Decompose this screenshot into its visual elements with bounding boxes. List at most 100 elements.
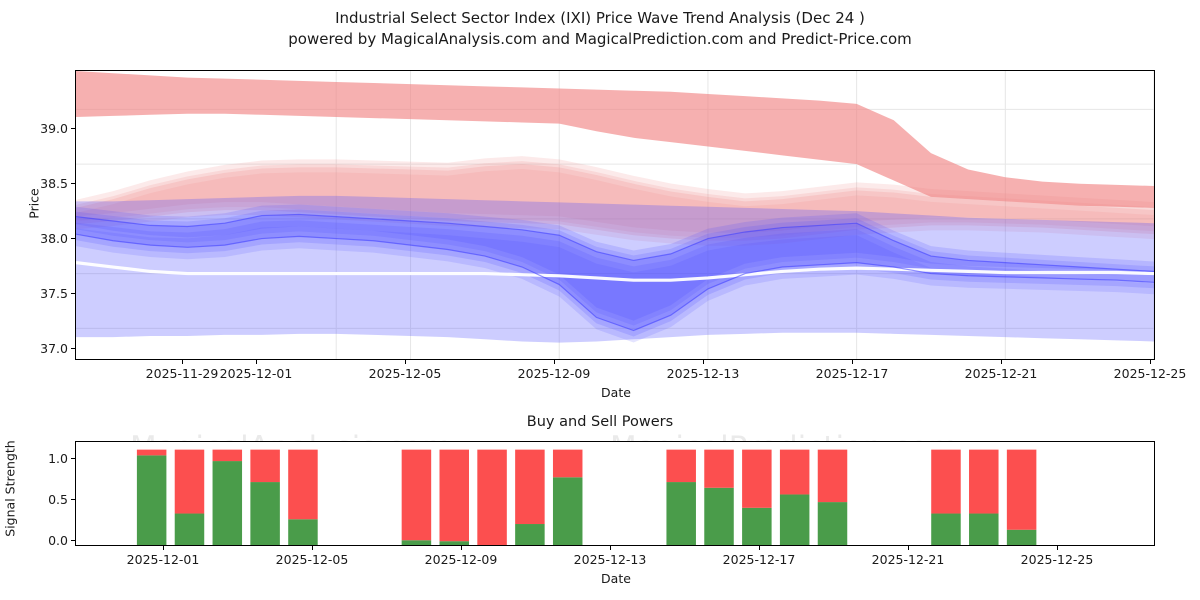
buy-power-bar (515, 524, 545, 545)
xtick-sub-2: 2025-12-09 (424, 552, 498, 567)
subplot-title: Buy and Sell Powers (526, 414, 674, 430)
buy-power-bar (817, 502, 848, 545)
sell-power-bar (779, 449, 810, 495)
tickmark-sub-x-1 (312, 546, 313, 550)
chart-title-block: Industrial Select Sector Index (IXI) Pri… (0, 8, 1200, 50)
xtick-main-4: 2025-12-13 (666, 366, 740, 381)
ytick-main-4: 39.0 (40, 121, 68, 136)
buy-power-bar (174, 513, 205, 545)
sell-power-bar (401, 449, 432, 541)
sell-power-bar (288, 449, 318, 520)
tickmark-sub-y-0 (71, 540, 75, 541)
line-blue-band-upper (76, 213, 1154, 272)
xtick-sub-4: 2025-12-17 (722, 552, 796, 567)
tickmark-sub-x-3 (610, 546, 611, 550)
buy-power-bar (250, 482, 280, 545)
buy-sell-plot-area (75, 441, 1155, 546)
sell-power-bar (250, 449, 280, 483)
chart-title-line-1: Industrial Select Sector Index (IXI) Pri… (335, 9, 865, 27)
tickmark-main-x-3 (554, 360, 555, 364)
sell-power-bar (704, 449, 734, 488)
ytick-sub-1: 0.5 (48, 492, 68, 507)
band-blue-upper-outer (76, 195, 1154, 343)
buy-power-bar (666, 482, 696, 545)
xtick-main-1: 2025-12-01 (219, 366, 293, 381)
xtick-sub-0: 2025-12-01 (126, 552, 200, 567)
sell-power-bar (174, 449, 205, 514)
xtick-sub-5: 2025-12-21 (871, 552, 945, 567)
sell-power-bar (212, 449, 243, 462)
band-shift-blue-band-upper (76, 226, 1154, 343)
tickmark-main-y-4 (71, 128, 75, 129)
ytick-main-3: 38.5 (40, 176, 68, 191)
band-shift-blue-band-upper (76, 204, 1154, 321)
band-shift-red-inner-upper (76, 156, 1154, 233)
price-wave-svg (76, 71, 1154, 359)
ytick-sub-2: 1.0 (48, 451, 68, 466)
xtick-main-0: 2025-11-29 (145, 366, 219, 381)
xaxis-label-sub: Date (601, 571, 631, 586)
buy-sell-svg (136, 449, 1037, 545)
price-wave-plot-area (75, 70, 1155, 360)
xaxis-label-main: Date (601, 385, 631, 400)
xtick-sub-6: 2025-12-25 (1020, 552, 1094, 567)
sell-power-bar (477, 449, 507, 545)
tickmark-main-y-3 (71, 183, 75, 184)
tickmark-main-x-1 (256, 360, 257, 364)
yaxis-label-main: Price (26, 188, 42, 219)
buy-power-bar (704, 487, 734, 545)
xtick-main-6: 2025-12-21 (964, 366, 1038, 381)
ytick-main-2: 38.0 (40, 231, 68, 246)
chart-title-line-2: powered by MagicalAnalysis.com and Magic… (288, 30, 912, 48)
band-shift-blue-band-upper (76, 209, 1154, 326)
xtick-main-2: 2025-12-05 (368, 366, 442, 381)
tickmark-sub-x-4 (759, 546, 760, 550)
line-white-mid-line (76, 261, 1154, 282)
sell-power-bar (742, 449, 772, 508)
tickmark-sub-x-5 (908, 546, 909, 550)
buy-power-bar (969, 513, 999, 545)
buy-power-bar (136, 455, 167, 545)
sell-power-bar (1006, 449, 1037, 530)
tickmark-main-x-5 (852, 360, 853, 364)
xtick-sub-3: 2025-12-13 (573, 552, 647, 567)
sell-power-bar (439, 449, 470, 542)
sell-power-bar (666, 449, 696, 483)
xtick-main-5: 2025-12-17 (815, 366, 889, 381)
line-blue-band-lower (76, 233, 1154, 332)
buy-power-bar (779, 494, 810, 545)
tickmark-main-x-6 (1001, 360, 1002, 364)
yaxis-label-sub: Signal Strength (2, 440, 18, 537)
buy-power-bar (401, 540, 432, 545)
tickmark-main-y-0 (71, 348, 75, 349)
tickmark-main-y-2 (71, 238, 75, 239)
ytick-main-0: 37.0 (40, 341, 68, 356)
sell-power-bar (931, 449, 961, 514)
buy-power-bar (552, 477, 583, 545)
band-shift-red-inner-upper (76, 169, 1154, 246)
tickmark-sub-y-1 (71, 499, 75, 500)
sell-power-bar (515, 449, 545, 525)
buy-power-bar (742, 507, 772, 545)
tickmark-sub-y-2 (71, 458, 75, 459)
sell-power-bar (817, 449, 848, 503)
buy-power-bar (931, 513, 961, 545)
sell-power-bar (136, 449, 167, 456)
buy-power-bar (439, 541, 470, 545)
xtick-main-3: 2025-12-09 (517, 366, 591, 381)
ytick-main-1: 37.5 (40, 286, 68, 301)
band-red-upper-outer (76, 71, 1154, 208)
tickmark-main-x-4 (703, 360, 704, 364)
tickmark-main-x-2 (405, 360, 406, 364)
tickmark-main-y-1 (71, 293, 75, 294)
buy-power-bar (288, 519, 318, 545)
xtick-main-7: 2025-12-25 (1113, 366, 1187, 381)
band-shift-red-inner-upper (76, 161, 1154, 238)
buy-power-bar (212, 461, 243, 545)
band-red-inner-upper (76, 164, 1154, 241)
xtick-sub-1: 2025-12-05 (275, 552, 349, 567)
tickmark-sub-x-0 (163, 546, 164, 550)
tickmark-sub-x-6 (1057, 546, 1058, 550)
buy-power-bar (1006, 529, 1037, 545)
sell-power-bar (552, 449, 583, 478)
